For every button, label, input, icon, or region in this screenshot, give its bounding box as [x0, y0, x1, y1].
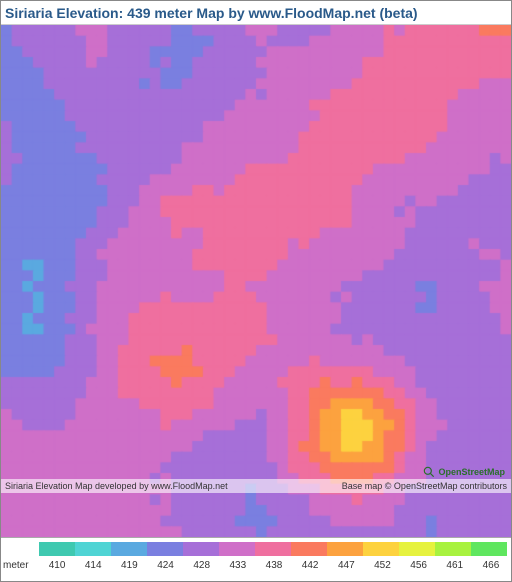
osm-label: OpenStreetMap	[438, 467, 505, 477]
attribution-right: Base map © OpenStreetMap contributors	[342, 481, 507, 491]
attribution-left: Siriaria Elevation Map developed by www.…	[5, 481, 228, 491]
legend: meter 4104144194244284334384424474524564…	[1, 537, 511, 581]
map-container: Siriaria Elevation: 439 meter Map by www…	[0, 0, 512, 582]
legend-labels: meter 4104144194244284334384424474524564…	[1, 560, 511, 578]
magnify-icon	[422, 465, 436, 479]
osm-logo[interactable]: OpenStreetMap	[422, 465, 505, 479]
title-bar: Siriaria Elevation: 439 meter Map by www…	[1, 1, 511, 25]
attribution-bar: Siriaria Elevation Map developed by www.…	[1, 479, 511, 493]
legend-gradient	[39, 542, 507, 556]
map-area[interactable]: OpenStreetMap Siriaria Elevation Map dev…	[1, 25, 511, 537]
page-title: Siriaria Elevation: 439 meter Map by www…	[5, 5, 418, 21]
legend-unit: meter	[3, 560, 29, 571]
elevation-raster	[1, 25, 511, 537]
